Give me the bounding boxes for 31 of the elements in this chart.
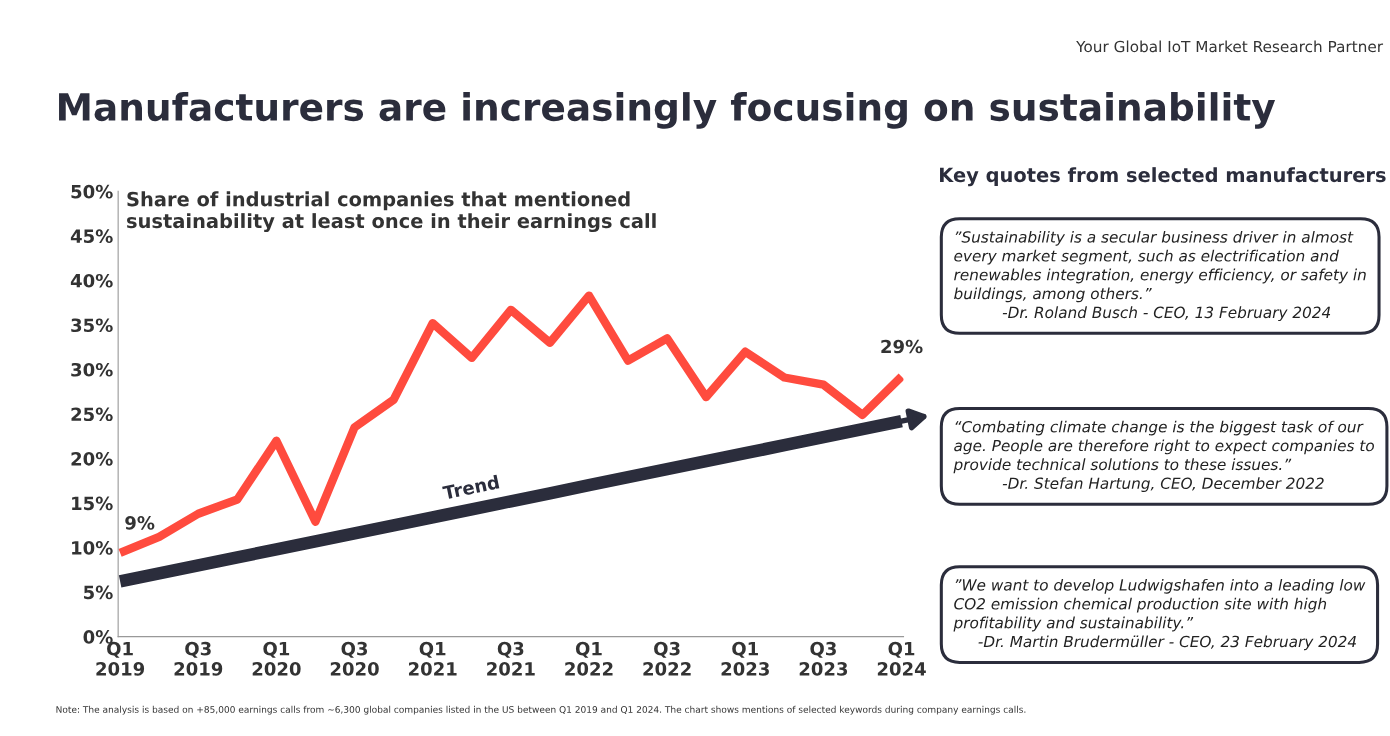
x-tick-label: Q3 2021	[487, 641, 535, 676]
text: Key quotes from selected manufacturers	[940, 167, 1386, 187]
text: Your Global IoT Market Research Partner	[1076, 40, 1384, 53]
text: Trend	[442, 474, 500, 500]
text: Note: The analysis is based on +85,000 earnings calls from ~6,300 global companies listed in the US between Q1 2019 and Q1 2024. The chart shows mentions of selected keywords during company earnings calls.	[56, 705, 1026, 715]
x-tick-label: Q1 2022	[565, 641, 613, 676]
y-tick-label: 40%	[70, 273, 113, 288]
y-tick-label: 25%	[71, 407, 113, 422]
x-tick-label: Q3 2023	[799, 641, 848, 676]
y-tick-label: 45%	[70, 229, 113, 243]
x-tick-label: Q1 2024	[877, 641, 926, 676]
text: Share of industrial companies that mentioned sustainability at least once in their earnings call	[127, 191, 656, 233]
text: ”We want to develop Ludwigshafen into a leading low CO2 emission chemical production site with high profitability and sustainability.” -Dr. Martin Brudermüller - CEO, 23 February 2024	[953, 578, 1366, 651]
data-label: 29%	[881, 339, 923, 354]
y-tick-label: 15%	[72, 496, 113, 511]
data-label: 9%	[125, 516, 155, 530]
y-tick-label: 35%	[71, 318, 113, 333]
x-tick-label: Q1 2021	[408, 641, 457, 676]
text: “Combating climate change is the biggest task of our age. People are therefore right to expect companies to provide technical solutions to these issues.” -Dr. Stefan Hartung, CEO, December 2022	[953, 420, 1374, 492]
y-tick-label: 50%	[71, 184, 113, 199]
x-tick-label: Q3 2019	[174, 641, 223, 676]
x-tick-label: Q3 2022	[643, 641, 691, 676]
chart-title: Manufacturers are increasingly focusing on sustainability	[59, 92, 1276, 129]
x-tick-label: Q3 2020	[330, 641, 379, 676]
y-tick-label: 5%	[84, 585, 113, 600]
text: ”Sustainability is a secular business driver in almost every market segment, such as electrification and renewables integration, energy efficiency, or safety in buildings, among others.” -Dr. Roland Busch - CEO, 13 February 2024	[954, 230, 1366, 322]
y-tick-label: 10%	[72, 541, 113, 555]
y-tick-label: 30%	[71, 362, 113, 377]
x-tick-label: Q1 2023	[721, 641, 769, 676]
x-tick-label: Q1 2020	[252, 641, 301, 676]
y-tick-label: 20%	[71, 451, 113, 466]
